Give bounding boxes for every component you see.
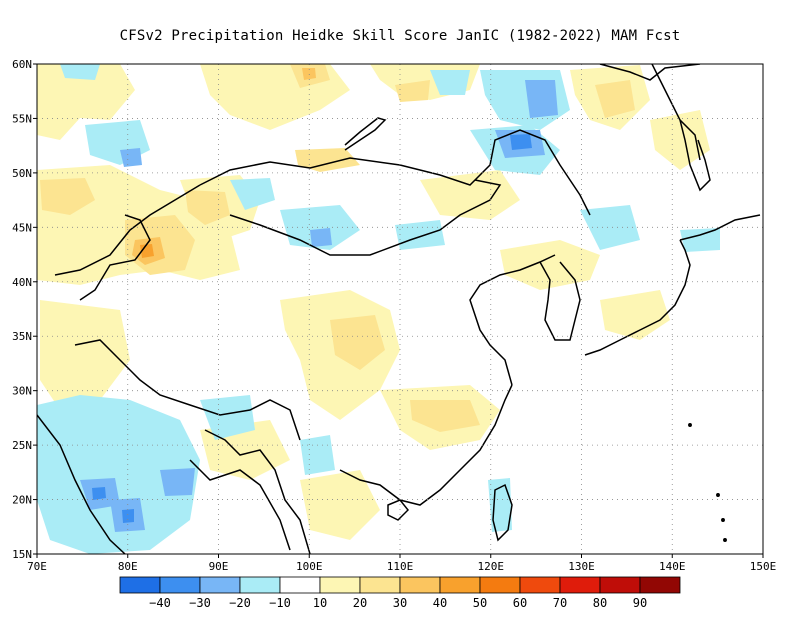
lon-tick-label: 110E bbox=[387, 560, 414, 573]
colorbar-swatch bbox=[599, 576, 641, 594]
china-border-northwest bbox=[54, 184, 201, 276]
colorbar-swatch bbox=[279, 576, 321, 594]
colorbar-swatch bbox=[559, 576, 601, 594]
colorbar-swatch bbox=[159, 576, 201, 594]
colorbar-swatch bbox=[319, 576, 361, 594]
colorbar-swatch bbox=[199, 576, 241, 594]
lat-tick-label: 35N bbox=[12, 330, 32, 343]
lon-tick-label: 100E bbox=[296, 560, 323, 573]
longitude-tick-labels: 70E 80E 90E 100E 110E 120E 130E 140E 150E bbox=[27, 554, 776, 573]
japan-coast bbox=[584, 239, 691, 356]
colorbar-label: 70 bbox=[553, 596, 567, 610]
colorbar-swatch bbox=[439, 576, 481, 594]
colorbar-label: 80 bbox=[593, 596, 607, 610]
colorbar-label: 60 bbox=[513, 596, 527, 610]
taiwan bbox=[492, 483, 513, 542]
colorbar-swatch bbox=[479, 576, 521, 594]
colorbar-swatch bbox=[119, 576, 161, 594]
lon-tick-label: 140E bbox=[659, 560, 686, 573]
colorbar-label: −30 bbox=[189, 596, 211, 610]
colorbar-label: −40 bbox=[149, 596, 171, 610]
lake-baikal bbox=[344, 117, 387, 151]
graticule-grid bbox=[37, 64, 763, 554]
lon-tick-label: 150E bbox=[750, 560, 777, 573]
colorbar-swatch bbox=[639, 576, 681, 594]
colorbar-label: 40 bbox=[433, 596, 447, 610]
colorbar-label: −10 bbox=[269, 596, 291, 610]
lon-tick-label: 70E bbox=[27, 560, 47, 573]
lat-tick-label: 50N bbox=[12, 167, 32, 180]
coastlines-borders bbox=[37, 64, 761, 554]
lon-tick-label: 130E bbox=[568, 560, 595, 573]
lon-tick-label: 120E bbox=[478, 560, 505, 573]
china-east-coast bbox=[469, 254, 556, 386]
himalaya-border bbox=[74, 339, 301, 441]
colorbar-label: −20 bbox=[229, 596, 251, 610]
lat-tick-label: 40N bbox=[12, 276, 32, 289]
lon-tick-label: 90E bbox=[209, 560, 229, 573]
mongolia-china-border bbox=[229, 179, 502, 256]
latitude-tick-labels: 15N 20N 25N 30N 35N 40N 45N 50N 55N 60N bbox=[12, 58, 37, 561]
lat-tick-label: 15N bbox=[12, 548, 32, 561]
kazakh-border bbox=[79, 214, 151, 301]
mongolia-russia-border bbox=[199, 129, 591, 216]
colorbar-swatch bbox=[399, 576, 441, 594]
colorbar-label: 30 bbox=[393, 596, 407, 610]
map-title: CFSv2 Precipitation Heidke Skill Score J… bbox=[119, 28, 681, 44]
lat-tick-label: 55N bbox=[12, 112, 32, 125]
hainan bbox=[387, 499, 410, 521]
india-coastline bbox=[37, 414, 126, 554]
colorbar-label: 20 bbox=[353, 596, 367, 610]
lat-tick-label: 45N bbox=[12, 221, 32, 234]
colorbar-swatch bbox=[519, 576, 561, 594]
colorbar-swatch bbox=[239, 576, 281, 594]
lat-tick-label: 20N bbox=[12, 494, 32, 507]
skill-negative-10-20 bbox=[37, 64, 720, 554]
colorbar-label: 10 bbox=[313, 596, 327, 610]
colorbar-label: 90 bbox=[633, 596, 647, 610]
colorbar-label: 50 bbox=[473, 596, 487, 610]
colorbar-swatch bbox=[359, 576, 401, 594]
colorbar: −40 −30 −20 −10 10 20 30 40 50 60 70 80 90 bbox=[119, 576, 681, 610]
lon-tick-label: 80E bbox=[118, 560, 138, 573]
lat-tick-label: 60N bbox=[12, 58, 32, 71]
lat-tick-label: 30N bbox=[12, 385, 32, 398]
lat-tick-label: 25N bbox=[12, 439, 32, 452]
korean-peninsula bbox=[539, 261, 581, 341]
se-asia-coast bbox=[339, 384, 513, 506]
skill-negative-30-40 bbox=[92, 134, 532, 523]
